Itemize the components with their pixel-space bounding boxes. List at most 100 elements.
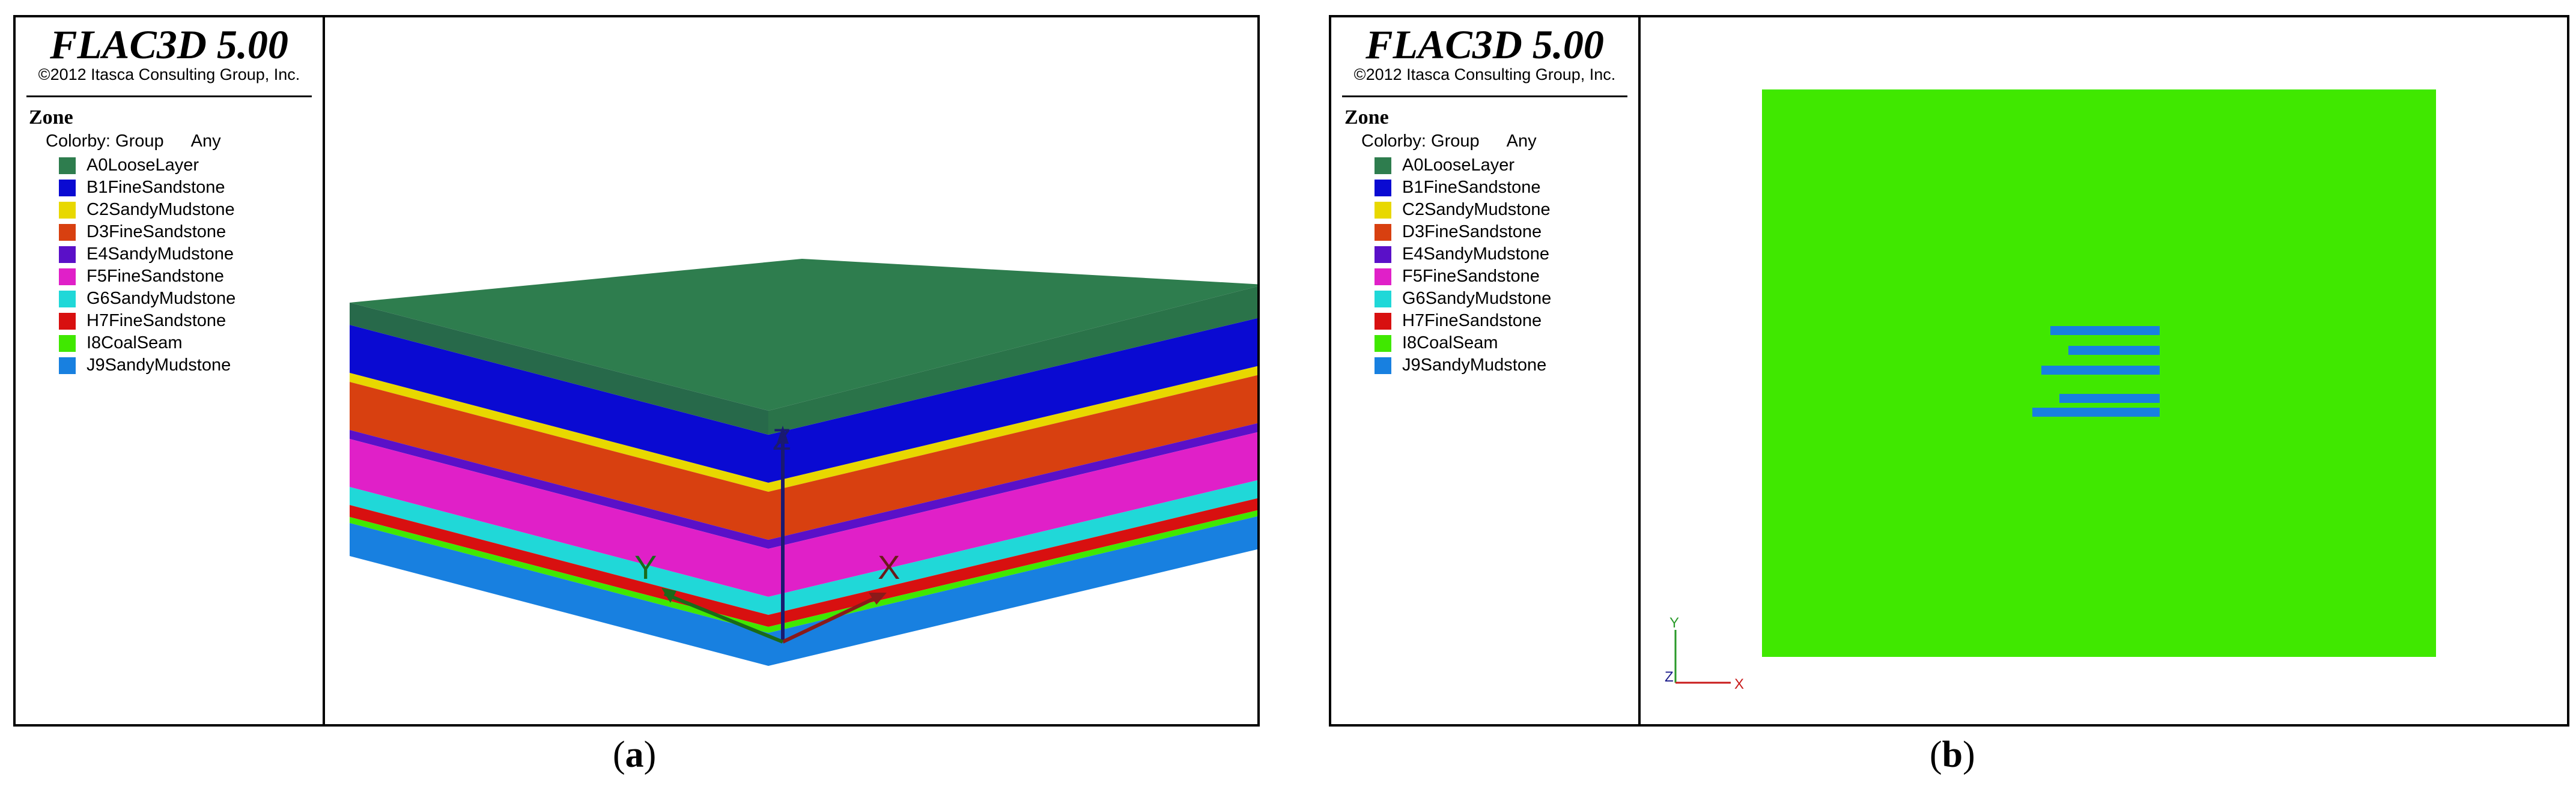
legend-panel: FLAC3D 5.00 ©2012 Itasca Consulting Grou… (16, 17, 325, 724)
legend-item: G6SandyMudstone (59, 288, 235, 310)
legend-item: B1FineSandstone (59, 177, 235, 199)
color-swatch (1375, 201, 1391, 219)
model-view-3d[interactable]: Z X Y (325, 17, 1257, 724)
color-swatch (1375, 290, 1391, 307)
colorby-label: Colorby: Group (1361, 131, 1480, 151)
color-swatch (1375, 334, 1391, 352)
y-axis-line (663, 592, 784, 644)
legend-item-label: E4SandyMudstone (1402, 244, 1550, 264)
legend-panel: FLAC3D 5.00 ©2012 Itasca Consulting Grou… (1331, 17, 1641, 724)
legend-divider (26, 95, 312, 97)
panel-strip (2050, 326, 2160, 335)
color-swatch (1375, 157, 1391, 174)
x-axis-label: X (1734, 676, 1744, 692)
legend-item-label: B1FineSandstone (1402, 178, 1541, 197)
legend-item: J9SandyMudstone (1375, 354, 1551, 376)
layer-front-d3 (350, 382, 768, 540)
panel-strip (2059, 394, 2160, 403)
color-swatch (59, 157, 76, 174)
layer-right-c2 (768, 366, 1257, 492)
color-swatch (59, 334, 76, 352)
panel-b-plan-view: FLAC3D 5.00 ©2012 Itasca Consulting Grou… (1329, 15, 2569, 727)
model-view-plan[interactable]: Y X Z (1641, 17, 2567, 724)
layer-front-i8 (350, 517, 768, 633)
legend-item-label: A0LooseLayer (87, 156, 199, 175)
legend-item-label: F5FineSandstone (87, 267, 224, 286)
layer-front-b1 (350, 325, 768, 483)
legend-item-label: G6SandyMudstone (87, 289, 236, 308)
legend-divider (1342, 95, 1627, 97)
color-swatch (1375, 357, 1391, 374)
color-swatch (59, 223, 76, 241)
legend-item-label: J9SandyMudstone (1402, 355, 1547, 375)
layer-front-c2 (350, 373, 768, 492)
legend-item: H7FineSandstone (59, 310, 235, 332)
plan-view-svg: Y X Z (1665, 89, 2436, 692)
legend-item: D3FineSandstone (59, 221, 235, 243)
panel-strip (2068, 346, 2160, 355)
layer-top-a0-right (768, 286, 1257, 435)
layer-right-j9 (768, 516, 1257, 666)
legend-item-label: H7FineSandstone (1402, 311, 1542, 330)
panel-a-3d-model: FLAC3D 5.00 ©2012 Itasca Consulting Grou… (13, 15, 1260, 727)
z-axis-label: Z (773, 423, 791, 456)
legend-item-label: E4SandyMudstone (87, 244, 234, 264)
legend-item-label: F5FineSandstone (1402, 267, 1540, 286)
layer-front-e4 (350, 430, 768, 549)
legend-title: Zone (29, 106, 73, 128)
color-swatch (1375, 268, 1391, 285)
legend-item: C2SandyMudstone (1375, 199, 1551, 221)
x-axis-line (782, 595, 879, 644)
layer-front-g6 (350, 487, 768, 615)
legend-item-label: C2SandyMudstone (1402, 200, 1551, 219)
color-swatch (1375, 179, 1391, 196)
layer-front-h7 (350, 505, 768, 627)
color-swatch (59, 312, 76, 330)
layer-right-g6 (768, 480, 1257, 615)
y-axis-label: Y (634, 548, 657, 586)
layer-right-i8 (768, 510, 1257, 633)
x-axis-label: X (878, 548, 900, 586)
software-brand: FLAC3D 5.00 (50, 22, 288, 67)
legend-item-label: B1FineSandstone (87, 178, 225, 197)
caption-b-letter: b (1942, 734, 1963, 775)
colorby-row: Colorby: Group Any (1361, 131, 1537, 151)
legend-item-label: J9SandyMudstone (87, 355, 231, 375)
layer-top-a0 (350, 259, 1257, 411)
legend-item: F5FineSandstone (1375, 265, 1551, 288)
layer-top-a0-front (350, 303, 768, 435)
caption-b: (b) (1930, 734, 1975, 775)
legend-item: E4SandyMudstone (59, 243, 235, 265)
panel-strip (2032, 408, 2160, 417)
legend-item: F5FineSandstone (59, 265, 235, 288)
color-swatch (59, 179, 76, 196)
z-axis-arrow (777, 426, 789, 444)
color-swatch (59, 246, 76, 263)
legend-item-label: G6SandyMudstone (1402, 289, 1552, 308)
legend-item-label: I8CoalSeam (1402, 333, 1498, 352)
layer-right-b1 (768, 318, 1257, 483)
legend-item-label: A0LooseLayer (1402, 156, 1515, 175)
legend-item: J9SandyMudstone (59, 354, 235, 376)
color-swatch (59, 357, 76, 374)
legend-item-label: D3FineSandstone (1402, 222, 1542, 241)
colorby-row: Colorby: Group Any (46, 131, 221, 151)
color-swatch (59, 268, 76, 285)
legend-item-label: C2SandyMudstone (87, 200, 235, 219)
caption-a: (a) (613, 734, 657, 775)
legend-item: I8CoalSeam (59, 332, 235, 354)
color-swatch (1375, 223, 1391, 241)
legend-item: H7FineSandstone (1375, 310, 1551, 332)
legend-item: I8CoalSeam (1375, 332, 1551, 354)
legend-item-label: I8CoalSeam (87, 333, 183, 352)
model-3d-svg: Z X Y (350, 259, 1257, 666)
copyright-text: ©2012 Itasca Consulting Group, Inc. (38, 65, 300, 83)
layer-front-f5 (350, 439, 768, 597)
legend-item: A0LooseLayer (1375, 154, 1551, 177)
legend-item: A0LooseLayer (59, 154, 235, 177)
colorby-value: Any (1506, 131, 1537, 151)
layer-right-h7 (768, 498, 1257, 627)
caption-a-letter: a (625, 734, 644, 775)
layer-front-j9 (350, 523, 768, 666)
legend-item-label: D3FineSandstone (87, 222, 226, 241)
